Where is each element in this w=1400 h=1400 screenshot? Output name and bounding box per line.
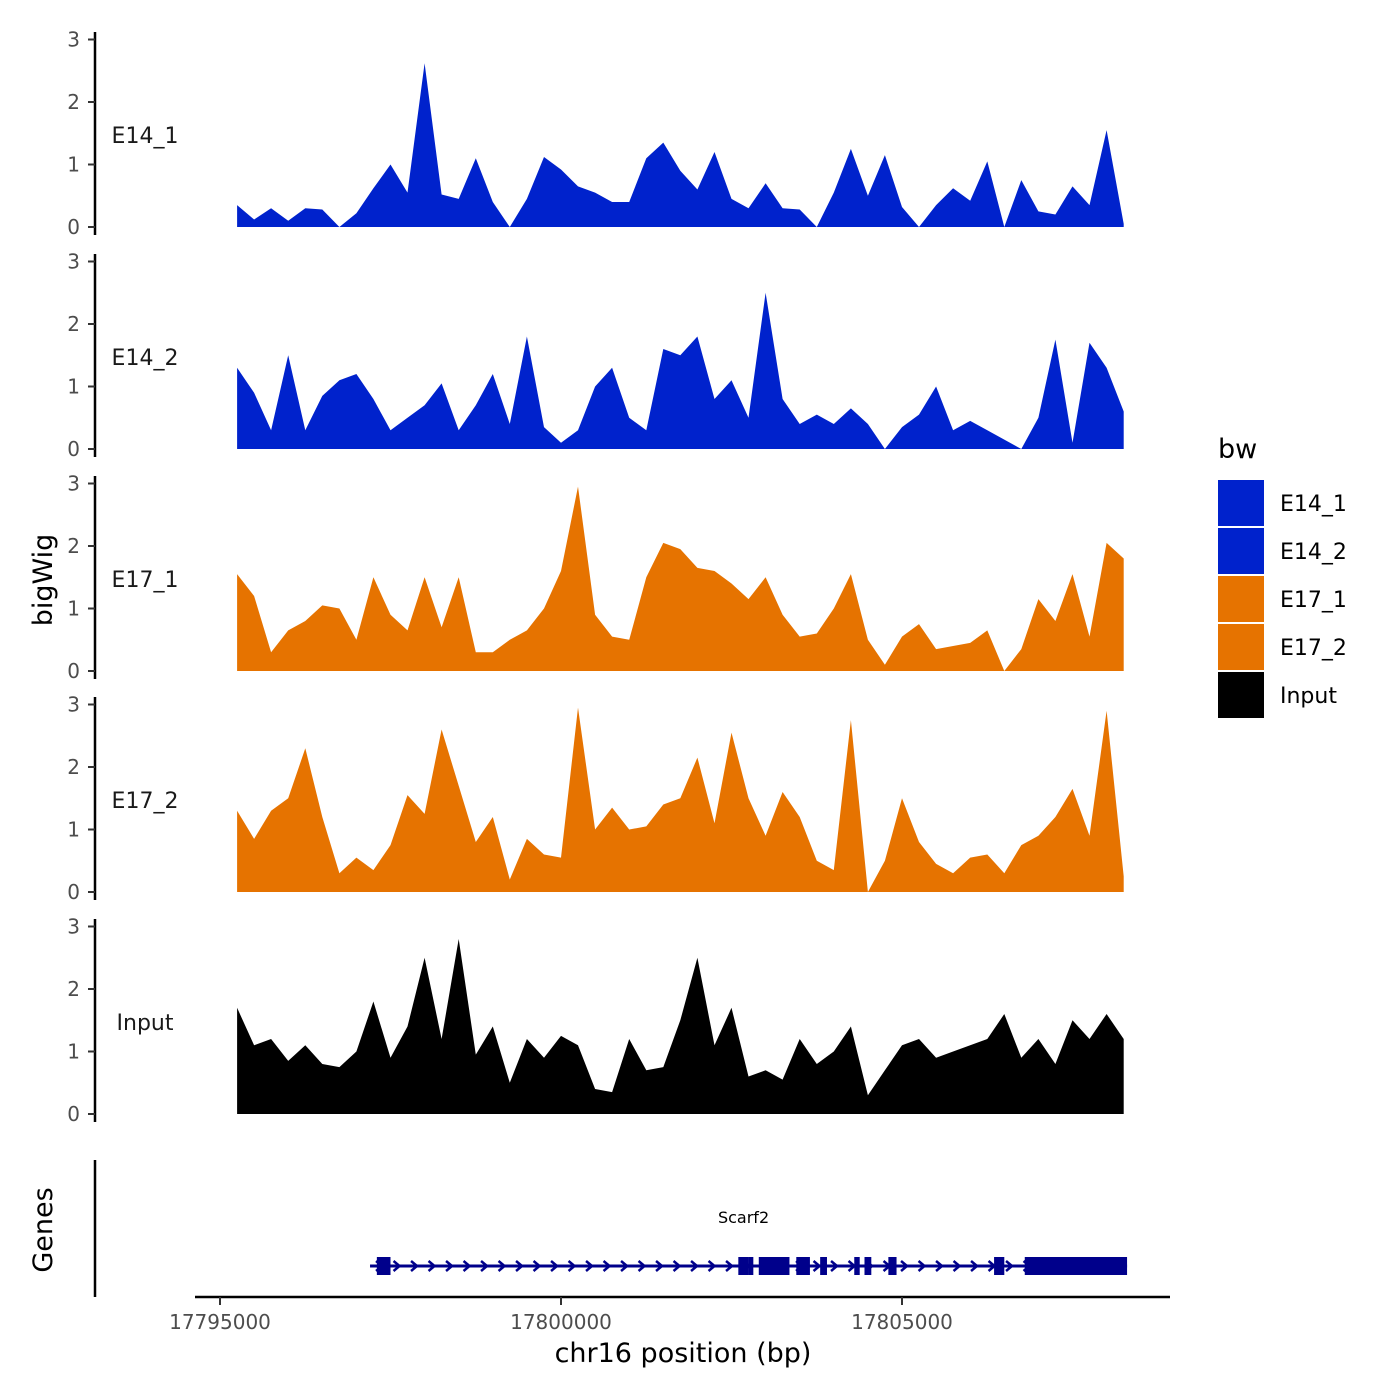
- y-tick-label: 1: [67, 153, 80, 177]
- gene-exon: [748, 1257, 754, 1275]
- y-axis-title: bigWig: [28, 534, 59, 627]
- area-E17_2: [237, 707, 1124, 892]
- panel-label: Input: [117, 1011, 174, 1036]
- x-tick-label: 17805000: [851, 1310, 953, 1334]
- gene-exon: [796, 1257, 810, 1275]
- strand-arrow: [690, 1260, 699, 1272]
- y-tick-label: 2: [67, 312, 80, 336]
- strand-arrow: [952, 1260, 962, 1272]
- area-E14_2: [237, 292, 1124, 449]
- legend-swatch: [1218, 528, 1264, 574]
- strand-arrow: [812, 1260, 822, 1272]
- legend-title: bw: [1218, 434, 1257, 465]
- strand-arrow: [970, 1260, 979, 1272]
- y-tick-label: 0: [67, 215, 80, 239]
- panel-E17_1: 0 1 2 3 E17_1: [67, 472, 1124, 683]
- x-tick-label: 17800000: [510, 1310, 612, 1334]
- gene-exon: [758, 1257, 790, 1275]
- gene-exon: [994, 1257, 1005, 1275]
- legend-swatch: [1218, 576, 1264, 622]
- panel-E17_2: 0 1 2 3 E17_2: [67, 693, 1124, 904]
- strand-arrow: [917, 1260, 927, 1272]
- x-axis-title: chr16 position (bp): [555, 1338, 812, 1369]
- y-tick-label: 3: [67, 28, 80, 52]
- y-tick-label: 0: [67, 437, 80, 461]
- legend-label: E14_2: [1280, 540, 1347, 565]
- y-tick-label: 3: [67, 915, 80, 939]
- strand-arrow: [620, 1260, 629, 1272]
- y-tick-label: 0: [67, 1102, 80, 1126]
- gene-track-title: Genes: [28, 1187, 59, 1272]
- panel-Input: 0 1 2 3 Input: [67, 915, 1124, 1126]
- x-axis: 17795000 17800000 17805000: [169, 1295, 1170, 1334]
- strand-arrow: [550, 1260, 559, 1272]
- x-tick-label: 17795000: [169, 1310, 271, 1334]
- legend: bw E14_1 E14_2 E17_1 E17_2 Input: [1218, 434, 1347, 718]
- y-tick-label: 3: [67, 693, 80, 717]
- strand-arrow: [392, 1260, 402, 1272]
- strand-arrow: [707, 1260, 717, 1272]
- strand-arrow: [515, 1260, 524, 1272]
- panel-label: E14_1: [112, 124, 179, 149]
- panel-label: E14_2: [112, 346, 179, 371]
- y-tick-label: 2: [67, 90, 80, 114]
- strand-arrow: [602, 1260, 612, 1272]
- legend-swatch: [1218, 624, 1264, 670]
- panel-E14_1: 0 1 2 3 E14_1: [67, 28, 1124, 239]
- y-tick-label: 1: [67, 375, 80, 399]
- strand-arrow: [830, 1260, 839, 1272]
- panel-label: E17_1: [112, 568, 179, 593]
- area-E14_1: [237, 63, 1124, 227]
- gene-exon: [738, 1257, 749, 1275]
- gene-exon: [864, 1257, 872, 1275]
- strand-arrow: [480, 1260, 489, 1272]
- strand-arrow: [725, 1260, 734, 1272]
- y-tick-label: 0: [67, 880, 80, 904]
- signal-panels: 0 1 2 3 E14_1 0 1 2 3 E14_2 0 1 2 3 E17_1 0 1 2 3 E17_2 0 1 2 3…: [67, 28, 1124, 1126]
- y-tick-label: 3: [67, 472, 80, 496]
- strand-arrow: [567, 1260, 577, 1272]
- legend-label: E14_1: [1280, 492, 1347, 517]
- y-tick-label: 2: [67, 534, 80, 558]
- area-Input: [237, 939, 1124, 1114]
- legend-label: Input: [1280, 684, 1337, 709]
- strand-arrow: [497, 1260, 507, 1272]
- gene-track-panel: Scarf2: [93, 1160, 1128, 1297]
- area-E17_1: [237, 486, 1124, 671]
- strand-arrow: [655, 1260, 664, 1272]
- gene-exon: [1024, 1257, 1128, 1275]
- legend-swatch: [1218, 480, 1264, 526]
- gene-name-label: Scarf2: [718, 1208, 769, 1227]
- strand-arrow: [585, 1260, 594, 1272]
- strand-arrow: [637, 1260, 647, 1272]
- legend-label: E17_1: [1280, 588, 1347, 613]
- strand-arrow: [462, 1260, 472, 1272]
- strand-arrow: [1005, 1260, 1014, 1272]
- strand-arrow: [532, 1260, 542, 1272]
- strand-arrow: [427, 1260, 437, 1272]
- y-tick-label: 1: [67, 1040, 80, 1064]
- y-tick-label: 2: [67, 755, 80, 779]
- legend-swatch: [1218, 672, 1264, 718]
- y-tick-label: 1: [67, 818, 80, 842]
- gene-exon: [888, 1257, 897, 1275]
- y-tick-label: 0: [67, 659, 80, 683]
- gene-Scarf2: Scarf2: [370, 1208, 1128, 1275]
- strand-arrow: [900, 1260, 909, 1272]
- strand-arrow: [410, 1260, 419, 1272]
- panel-E14_2: 0 1 2 3 E14_2: [67, 250, 1124, 461]
- y-tick-label: 1: [67, 597, 80, 621]
- gene-exon: [820, 1257, 827, 1275]
- strand-arrow: [672, 1260, 682, 1272]
- legend-label: E17_2: [1280, 636, 1347, 661]
- y-tick-label: 2: [67, 977, 80, 1001]
- gene-exon: [854, 1257, 860, 1275]
- strand-arrow: [445, 1260, 454, 1272]
- y-tick-label: 3: [67, 250, 80, 274]
- gene-exon: [376, 1257, 391, 1275]
- panel-label: E17_2: [112, 789, 179, 814]
- strand-arrow: [935, 1260, 944, 1272]
